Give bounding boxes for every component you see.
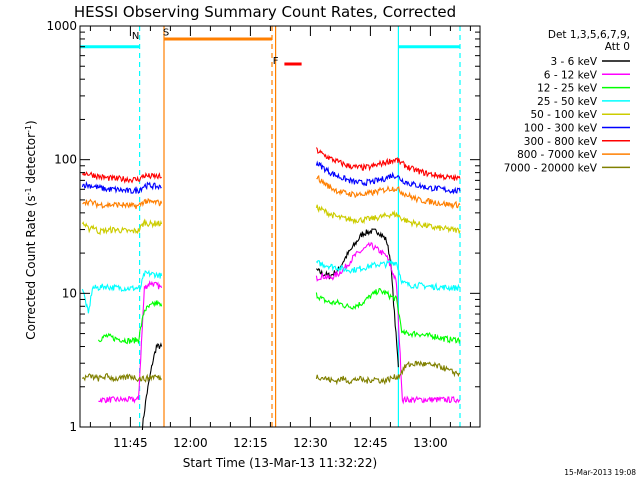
plot-area: N S F bbox=[80, 26, 461, 431]
night-flag-0: N bbox=[132, 31, 139, 42]
series-line bbox=[315, 259, 461, 292]
series-line bbox=[81, 373, 163, 383]
series-line bbox=[316, 174, 461, 210]
series-line bbox=[141, 342, 163, 431]
series-800-7000-kev bbox=[82, 174, 461, 210]
x-tick-label: 12:15 bbox=[233, 436, 268, 450]
x-tick-label: 11:45 bbox=[113, 436, 148, 450]
series-line bbox=[82, 197, 163, 210]
series-line bbox=[315, 204, 461, 234]
series-line bbox=[315, 160, 461, 195]
series-line bbox=[97, 299, 163, 345]
series-line bbox=[81, 171, 162, 184]
y-tick-label: 1 bbox=[69, 420, 77, 434]
series-line bbox=[315, 287, 461, 345]
legend-entry-label: 6 - 12 keV bbox=[544, 69, 598, 81]
x-axis-label: Start Time (13-Mar-13 11:32:22) bbox=[183, 456, 377, 470]
series-3-6-kev bbox=[141, 228, 399, 431]
legend-entry-label: 3 - 6 keV bbox=[550, 56, 597, 68]
series-line bbox=[98, 279, 163, 404]
series-line bbox=[81, 218, 163, 236]
series-300-800-kev bbox=[81, 147, 461, 184]
series-12-25-kev bbox=[97, 287, 461, 345]
series-25-50-kev bbox=[81, 259, 461, 314]
legend-entry-label: 12 - 25 keV bbox=[537, 83, 598, 95]
series-line bbox=[81, 269, 163, 314]
x-tick-label: 12:30 bbox=[293, 436, 328, 450]
x-tick-label: 13:00 bbox=[413, 436, 448, 450]
series-6-12-kev bbox=[98, 241, 461, 405]
legend-entry-label: 25 - 50 keV bbox=[537, 96, 598, 108]
series-line bbox=[316, 228, 399, 368]
chart-title: HESSI Observing Summary Count Rates, Cor… bbox=[74, 3, 456, 21]
flare-flag-3: F bbox=[273, 56, 279, 67]
legend-entry-label: 50 - 100 keV bbox=[530, 109, 597, 121]
legend-entry-label: 100 - 300 keV bbox=[524, 123, 598, 135]
legend-title-line: Att 0 bbox=[605, 41, 630, 53]
axes-frame bbox=[79, 25, 481, 428]
y-tick-label: 1000 bbox=[46, 19, 77, 33]
legend-entry-label: 300 - 800 keV bbox=[524, 136, 598, 148]
legend-title-line: Det 1,3,5,6,7,9, bbox=[548, 29, 630, 41]
legend-entry-label: 7000 - 20000 keV bbox=[504, 162, 598, 174]
saa-flag-2: S bbox=[163, 27, 169, 38]
x-tick-label: 12:45 bbox=[353, 436, 388, 450]
y-tick-label: 100 bbox=[54, 153, 77, 167]
legend-entry-label: 800 - 7000 keV bbox=[517, 149, 598, 161]
series-line bbox=[315, 360, 461, 386]
y-axis-label: Corrected Count Rate (s-1 detector-1) bbox=[24, 120, 38, 339]
x-tick-label: 12:00 bbox=[173, 436, 208, 450]
y-tick-label: 10 bbox=[62, 286, 77, 300]
timestamp: 15-Mar-2013 19:08 bbox=[564, 468, 636, 477]
series-line bbox=[315, 241, 461, 405]
series-line bbox=[81, 180, 162, 194]
series-50-100-kev bbox=[81, 204, 461, 236]
series-line bbox=[315, 147, 461, 181]
series-100-300-kev bbox=[81, 160, 461, 195]
series-7000-20000-kev bbox=[81, 360, 461, 386]
